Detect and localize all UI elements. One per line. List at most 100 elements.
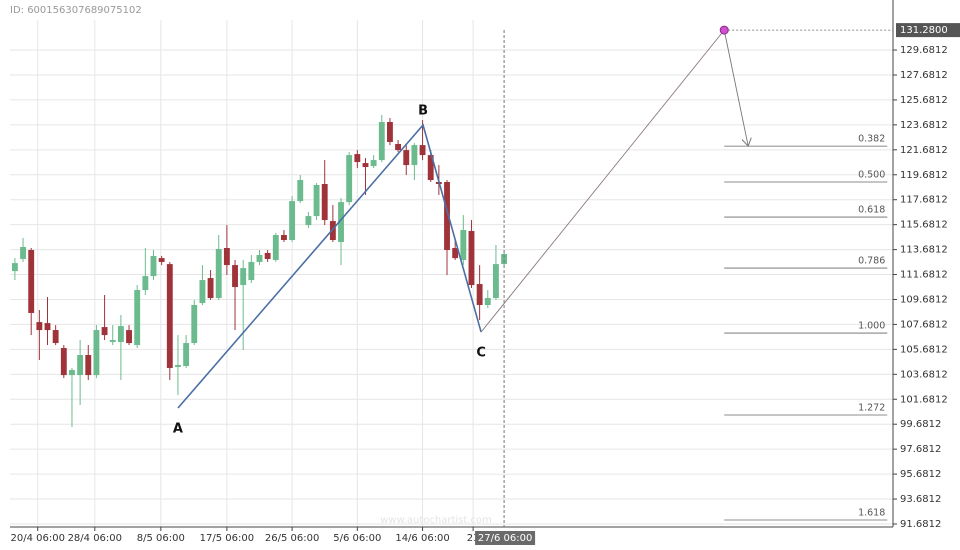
candle-body (329, 221, 336, 241)
candle-body (493, 264, 499, 299)
candle-body (468, 231, 475, 286)
candle-body (52, 330, 59, 344)
y-tick-label: 111.6812 (900, 270, 948, 281)
candle-body (370, 160, 377, 167)
candle-body (476, 284, 483, 305)
candle-body (297, 180, 304, 202)
fib-label: 0.382 (858, 134, 885, 145)
y-tick-label: 113.6812 (900, 245, 948, 256)
y-tick-label: 125.6812 (900, 95, 948, 106)
candle-body (223, 247, 230, 266)
candle-body (166, 264, 173, 368)
candle-body (215, 248, 222, 299)
candle-body (77, 355, 84, 376)
candle-body (240, 268, 247, 286)
candle-body (11, 263, 18, 272)
candle-body (403, 150, 410, 166)
y-tick-label: 91.6812 (900, 519, 941, 530)
fib-label: 0.500 (858, 170, 885, 181)
candle-body (281, 235, 287, 241)
candle-body (134, 290, 141, 346)
candle-body (354, 154, 361, 163)
candle-body (117, 326, 124, 343)
projection-label-box (896, 23, 960, 38)
y-tick-label: 93.6812 (900, 494, 941, 505)
candle-body (313, 185, 320, 217)
candle-body (362, 163, 369, 168)
candle-body (264, 252, 271, 259)
candle-body (232, 265, 238, 288)
candle-body (387, 122, 393, 142)
current-label-box (475, 531, 536, 545)
x-tick-label: 5/6 06:00 (333, 533, 381, 544)
candle-body (460, 230, 467, 260)
y-tick-label: 99.6812 (900, 419, 941, 430)
candle-body (321, 184, 328, 221)
x-tick-label: 8/5 06:00 (137, 533, 185, 544)
candle-body (126, 330, 132, 344)
candle-body (444, 182, 450, 250)
candle-body (338, 202, 344, 243)
y-tick-label: 109.6812 (900, 294, 948, 305)
projection-marker (719, 25, 729, 35)
x-tick-label: 23 (467, 533, 480, 544)
x-tick-label: 17/5 06:00 (200, 533, 254, 544)
candle-body (501, 253, 508, 265)
candle-body (101, 327, 108, 336)
candle-body (346, 155, 353, 203)
y-tick-label: 127.6812 (900, 70, 948, 81)
x-tick-label: 28/4 06:00 (68, 533, 122, 544)
projection-label: 131.2800 (900, 25, 948, 36)
y-tick-label: 107.6812 (900, 319, 948, 330)
fib-label: 0.618 (858, 205, 885, 216)
candle-body (191, 304, 198, 344)
y-tick-label: 117.6812 (900, 195, 948, 206)
fib-label: 0.786 (858, 256, 885, 267)
x-tick-label: 14/6 06:00 (395, 533, 449, 544)
fib-label: 1.000 (858, 321, 885, 332)
candle-body (411, 145, 418, 166)
pattern-point-label: C (476, 346, 486, 361)
y-tick-label: 103.6812 (900, 369, 948, 380)
candle-body (175, 364, 181, 367)
x-tick-label: 20/4 06:00 (10, 533, 64, 544)
candle-body (20, 246, 26, 259)
candle-body (93, 330, 100, 376)
fib-label: 1.618 (858, 508, 885, 519)
y-tick-label: 101.6812 (900, 394, 948, 405)
y-tick-label: 129.6812 (900, 45, 948, 56)
y-tick-label: 95.6812 (900, 469, 941, 480)
y-tick-label: 105.6812 (900, 344, 948, 355)
candle-body (158, 258, 165, 262)
candle-body (60, 348, 67, 376)
candle-body (256, 254, 263, 262)
pattern-point-label: B (418, 104, 428, 119)
y-tick-label: 119.6812 (900, 170, 948, 181)
candle-body (142, 276, 149, 291)
candle-body (395, 143, 402, 151)
candle-body (28, 249, 35, 313)
candle-body (183, 343, 190, 366)
candle-body (289, 201, 296, 241)
candle-body (452, 247, 459, 259)
x-tick-label: 26/5 06:00 (265, 533, 319, 544)
pattern-line (177, 123, 482, 409)
candle-body (44, 323, 51, 331)
pattern-point-label: A (173, 422, 183, 437)
watermark: www.autochartist.com (380, 515, 492, 526)
candle-body (199, 280, 206, 303)
y-tick-label: 121.6812 (900, 145, 948, 156)
candle-body (150, 255, 157, 277)
y-tick-label: 97.6812 (900, 444, 941, 455)
current-label: 27/6 06:00 (478, 533, 532, 544)
candle-body (419, 145, 426, 156)
y-tick-label: 115.6812 (900, 220, 948, 231)
candle-body (378, 122, 385, 161)
candle-body (427, 155, 434, 181)
chart-id: ID: 600156307689075102 (10, 5, 142, 16)
candle-body (484, 298, 491, 305)
candle-body (248, 261, 255, 281)
candle-body (36, 322, 43, 331)
projection-line (480, 29, 725, 333)
